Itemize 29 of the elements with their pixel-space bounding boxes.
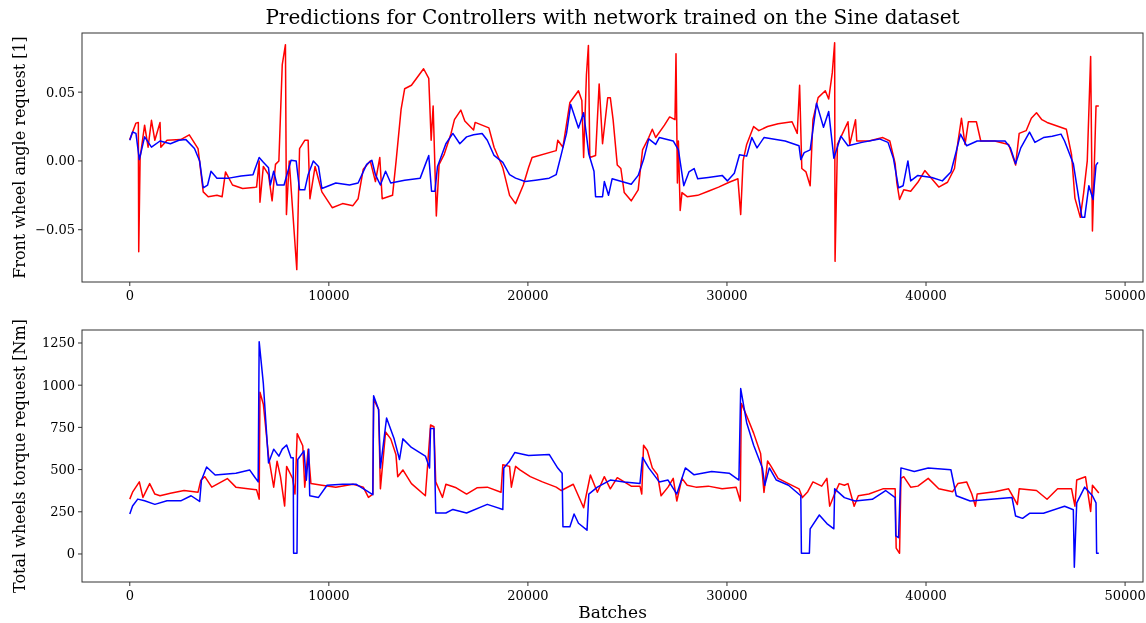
line-series [129,102,1099,219]
x-tick-label: 20000 [507,288,549,303]
x-tick-label: 50000 [1104,588,1146,603]
x-tick-label: 40000 [905,288,947,303]
y-tick-label: 0.00 [46,153,75,169]
line-series [129,340,1100,568]
line-series [129,391,1100,555]
x-tick-label: 50000 [1104,288,1146,303]
y-tick-label: 0 [66,546,75,562]
y-tick-label: 250 [50,504,75,520]
y-tick-label: 750 [50,419,75,435]
y-tick-label: 500 [50,462,75,478]
x-tick-label: 30000 [706,588,748,603]
x-tick-label: 40000 [905,588,947,603]
y-tick-label: 1250 [41,335,75,351]
y-tick-label: 0.05 [46,84,75,100]
x-tick-label: 10000 [308,588,350,603]
x-axis-title: Batches [578,602,647,622]
x-tick-label: 30000 [706,288,748,303]
y-tick-label: 1000 [41,377,75,393]
x-tick-label: 0 [125,288,134,303]
line-series [129,41,1100,271]
x-tick-label: 0 [125,588,134,603]
y-tick-label: −0.05 [35,222,75,238]
y-axis-title: Front wheel angle request [1] [10,36,29,279]
chart-title: Predictions for Controllers with network trained on the Sine dataset [265,5,960,29]
x-tick-label: 10000 [308,288,350,303]
y-axis-title: Total wheels torque request [Nm] [10,319,29,593]
x-tick-label: 20000 [507,588,549,603]
